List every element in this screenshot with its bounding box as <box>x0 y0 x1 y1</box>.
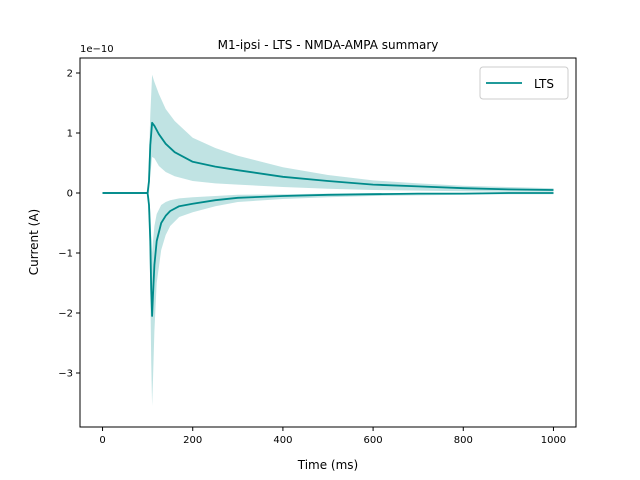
plot-area-frame <box>79 57 577 428</box>
y-tick-label: −1 <box>58 249 73 260</box>
legend-box <box>479 66 569 100</box>
y-tick-label: 0 <box>67 189 73 200</box>
x-tick-label: 600 <box>364 435 383 446</box>
x-tick-label: 0 <box>99 435 105 446</box>
y-tick-label: −3 <box>58 369 73 380</box>
x-axis-label: Time (ms) <box>297 458 359 472</box>
y-axis-offset-label: 1e−10 <box>80 44 114 55</box>
y-tick-label: −2 <box>58 309 73 320</box>
series-lines <box>102 121 554 317</box>
x-tick-label: 400 <box>273 435 292 446</box>
confidence-bands <box>102 74 554 406</box>
y-tick-label: 2 <box>67 69 73 80</box>
x-tick-label: 200 <box>183 435 202 446</box>
x-axis-ticks: 0 200 400 600 800 1000 <box>99 427 566 446</box>
legend: LTS <box>479 66 569 100</box>
y-axis-label: Current (A) <box>27 209 41 275</box>
y-tick-label: 1 <box>67 129 73 140</box>
confidence-band-1 <box>102 74 554 193</box>
series-line-2 <box>102 192 554 317</box>
x-tick-label: 1000 <box>541 435 566 446</box>
legend-entry-lts: LTS <box>534 77 554 91</box>
series-line-1 <box>102 121 554 194</box>
chart-title: M1-ipsi - LTS - NMDA-AMPA summary <box>218 38 439 52</box>
y-axis-ticks: −3 −2 −1 0 1 2 <box>58 69 80 380</box>
x-tick-label: 800 <box>454 435 473 446</box>
